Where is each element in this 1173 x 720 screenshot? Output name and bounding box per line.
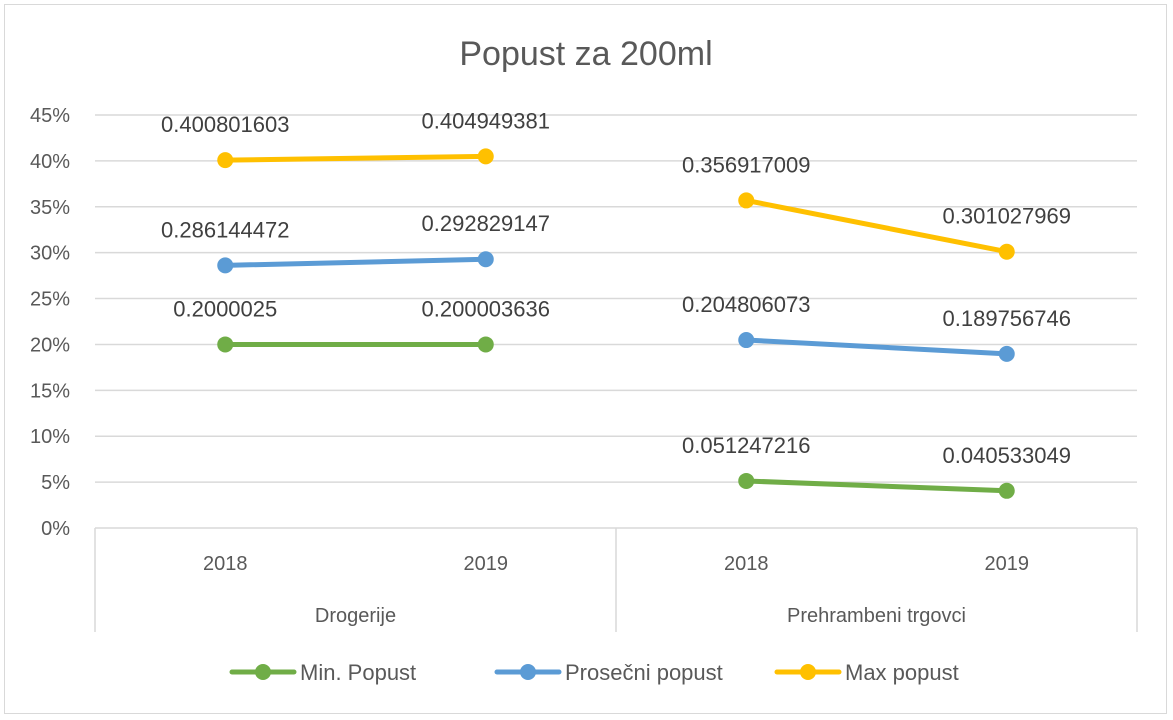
y-tick-label: 15% [30, 380, 70, 402]
legend-label: Max popust [845, 660, 959, 685]
chart-frame [4, 4, 1167, 714]
x-axis: 2018 2019 Drogerije 2018 2019 Prehrambeni trg… [94, 527, 1138, 632]
data-label: 0.292829147 [422, 211, 550, 236]
data-point [477, 148, 494, 165]
y-tick-label: 40% [30, 151, 70, 173]
legend-item: Min. Popust [229, 660, 416, 685]
data-label: 0.189756746 [943, 306, 1071, 331]
data-point [998, 482, 1015, 499]
data-point [738, 472, 755, 489]
data-point [738, 332, 755, 349]
legend-item: Max popust [774, 660, 959, 685]
legend-label: Prosečni popust [565, 660, 723, 685]
y-tick-label: 25% [30, 289, 70, 311]
series-line [222, 153, 489, 163]
data-label: 0.301027969 [943, 204, 1071, 229]
data-point [738, 192, 755, 209]
y-tick-label: 10% [30, 426, 70, 448]
data-point [477, 251, 494, 268]
y-tick-label: 0% [41, 518, 70, 540]
y-tick-label: 35% [30, 197, 70, 219]
data-label: 0.286144472 [161, 217, 289, 242]
legend-item: Prosečni popust [494, 660, 723, 685]
x-tick-label: 2018 [203, 553, 248, 575]
data-point [998, 345, 1015, 362]
y-tick-label: 45% [30, 105, 70, 127]
data-point [217, 152, 234, 169]
data-label: 0.204806073 [682, 292, 810, 317]
y-tick-label: 30% [30, 243, 70, 265]
data-point [217, 257, 234, 274]
data-point [477, 336, 494, 353]
x-tick-label: 2019 [464, 553, 509, 575]
series-line [743, 197, 1010, 255]
chart-title: Popust za 200ml [459, 35, 712, 73]
series-min-popust [217, 336, 1015, 499]
data-labels: 0.2000025 0.200003636 0.051247216 0.0405330… [161, 108, 1071, 467]
x-tick-label: 2019 [985, 553, 1030, 575]
data-point [998, 243, 1015, 260]
legend: Min. Popust Prosečni popust Max popust [229, 660, 959, 685]
series-prose-ni-popust [217, 251, 1015, 362]
series-line [743, 337, 1010, 357]
series-layer [217, 148, 1015, 499]
data-label: 0.404949381 [422, 108, 550, 133]
data-label: 0.400801603 [161, 112, 289, 137]
gridlines [95, 114, 1137, 483]
y-axis: 0% 5% 10% 15% 20% 25% 30% 35% 40% 45% [30, 105, 70, 540]
x-tick-label: 2018 [724, 553, 769, 575]
group-label: Drogerije [315, 605, 396, 627]
data-label: 0.040533049 [943, 443, 1071, 468]
data-point [217, 336, 234, 353]
legend-marker [255, 664, 271, 680]
y-tick-label: 5% [41, 472, 70, 494]
legend-marker [520, 664, 536, 680]
data-label: 0.200003636 [422, 296, 550, 321]
series-max-popust [217, 148, 1015, 260]
legend-marker [800, 664, 816, 680]
y-tick-label: 20% [30, 334, 70, 356]
series-line [222, 256, 489, 268]
data-label: 0.356917009 [682, 152, 810, 177]
series-line [743, 478, 1010, 494]
group-label: Prehrambeni trgovci [787, 605, 966, 627]
legend-label: Min. Popust [300, 660, 416, 685]
data-label: 0.2000025 [173, 296, 277, 321]
data-label: 0.051247216 [682, 433, 810, 458]
